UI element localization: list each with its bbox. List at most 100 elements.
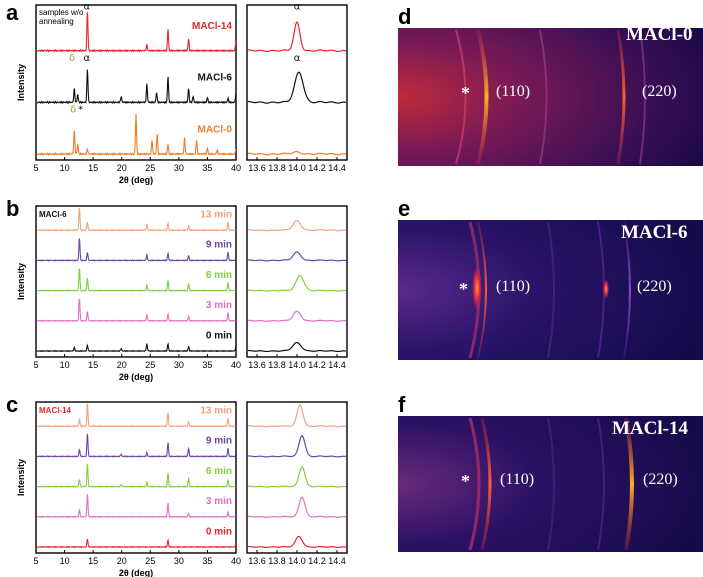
series-line-b-0 <box>36 208 236 232</box>
panel-sample-b: MACl-6 <box>39 210 67 219</box>
x-tick-label-a-5: 30 <box>174 163 184 173</box>
x-axis-label-a: 2θ (deg) <box>119 175 153 185</box>
zoom-tick-label-a-1: 13.8 <box>268 163 286 173</box>
zoom-line-c-3 <box>247 496 347 518</box>
series-line-b-4 <box>36 342 237 353</box>
series-line-c-0 <box>36 403 236 428</box>
series-label-b-0: 13 min <box>200 210 232 221</box>
panel-letter-d: d <box>398 4 411 29</box>
main-plot-frame-a <box>35 4 237 161</box>
giwaxs-label-e: MACl-6 <box>621 222 687 243</box>
x-tick-label-b-4: 25 <box>145 360 155 370</box>
zoom-line-c-0 <box>247 404 347 428</box>
x-tick-label-a-4: 25 <box>145 163 155 173</box>
ring-mid-f <box>597 417 605 551</box>
x-tick-label-b-7: 40 <box>231 360 241 370</box>
x-axis-label-b: 2θ (deg) <box>119 372 153 382</box>
zoom-line-a-1 <box>247 71 347 104</box>
x-tick-label-a-0: 5 <box>33 163 38 173</box>
zoom-line-c-4 <box>247 535 347 549</box>
ring-220-e <box>623 221 631 359</box>
zoom-tick-label-a-0: 13.6 <box>248 163 266 173</box>
zoom-tick-label-b-2: 14.0 <box>288 360 306 370</box>
series-label-a-0: MACl-14 <box>192 21 232 32</box>
zoom-line-b-3 <box>247 310 347 322</box>
ring-star-f <box>468 417 481 551</box>
zoom-tick-label-b-3: 14.2 <box>308 360 326 370</box>
ring-label-220-d: (220) <box>642 83 677 100</box>
series-line-c-3 <box>36 494 236 519</box>
zoom-tick-label-c-0: 13.6 <box>248 556 266 566</box>
ring-110-d <box>476 29 489 165</box>
x-tick-label-c-2: 15 <box>88 556 98 566</box>
x-tick-label-a-6: 35 <box>202 163 212 173</box>
zoom-tick-label-c-2: 14.0 <box>288 556 306 566</box>
star-mark-f: * <box>461 471 470 491</box>
y-axis-label-b: Intensity <box>16 263 26 300</box>
giwaxs-image-d <box>398 28 703 166</box>
y-axis-label-a: Intensity <box>16 64 26 101</box>
series-label-c-0: 13 min <box>200 406 232 417</box>
xrd-panel-b: b 13 min 9 min 6 min 3 min 0 min MACl-6 5 10 15 20… <box>6 196 348 382</box>
series-line-b-3 <box>36 298 236 323</box>
giwaxs-panel-d: d MACl-0 * (110) (220) <box>398 4 703 166</box>
ring-110-f <box>480 417 492 551</box>
giwaxs-panel-f: f MACl-14 * (110) (220) <box>398 392 703 552</box>
ring-label-220-e: (220) <box>637 278 672 295</box>
zoom-tick-label-c-3: 14.2 <box>308 556 326 566</box>
ring-110-e <box>477 221 487 359</box>
series-line-b-2 <box>36 268 236 292</box>
bragg-spot-mid-e <box>603 279 609 299</box>
ring-220-d <box>616 29 626 165</box>
zoom-tick-label-b-0: 13.6 <box>248 360 266 370</box>
series-line-b-1 <box>36 238 236 262</box>
main-plot-frame-c <box>35 401 237 554</box>
panel-letter-a: a <box>6 0 19 25</box>
giwaxs-panel-e: e MACl-6 * (110) (220) <box>398 196 703 360</box>
series-line-a-1 <box>36 69 237 105</box>
series-line-a-0 <box>36 12 237 53</box>
panel-note-line: annealing <box>39 17 74 26</box>
bragg-spot-110-e <box>472 266 482 310</box>
series-line-c-4 <box>36 538 237 549</box>
xrd-panel-c: c 13 min 9 min 6 min 3 min 0 min MACl-14 5 10 15 2… <box>6 392 348 577</box>
series-label-c-4: 0 min <box>206 526 232 537</box>
zoom-tick-label-b-1: 13.8 <box>268 360 286 370</box>
series-line-a-2 <box>36 113 237 156</box>
series-label-b-1: 9 min <box>206 240 232 251</box>
zoom-plot-frame-c <box>246 401 348 554</box>
zoom-tick-label-c-4: 14.4 <box>328 556 346 566</box>
x-tick-label-c-5: 30 <box>174 556 184 566</box>
giwaxs-label-d: MACl-0 <box>626 24 692 45</box>
main-plot-frame-b <box>35 205 237 358</box>
x-tick-label-b-0: 5 <box>33 360 38 370</box>
series-label-a-2: MACl-0 <box>198 124 233 135</box>
zoom-annotation-a-1: α <box>294 53 301 64</box>
peak-annotation-a-3: δ <box>70 105 76 116</box>
panel-note-a: samples w/o annealing <box>39 8 84 26</box>
x-tick-label-a-1: 10 <box>60 163 70 173</box>
ring-outer-d <box>639 29 646 165</box>
x-tick-label-a-3: 20 <box>117 163 127 173</box>
x-tick-label-b-3: 20 <box>117 360 127 370</box>
x-tick-label-b-6: 35 <box>202 360 212 370</box>
peak-annotation-a-1: α <box>84 53 91 64</box>
ring-label-110-f: (110) <box>500 471 534 488</box>
ring-label-220-f: (220) <box>643 471 678 488</box>
series-label-c-1: 9 min <box>206 436 232 447</box>
x-tick-label-c-1: 10 <box>60 556 70 566</box>
x-tick-label-b-2: 15 <box>88 360 98 370</box>
zoom-line-b-4 <box>247 341 347 353</box>
series-label-b-4: 0 min <box>206 330 232 341</box>
star-mark-e: * <box>459 279 468 299</box>
series-label-c-2: 6 min <box>206 466 232 477</box>
zoom-tick-label-b-4: 14.4 <box>328 360 346 370</box>
panel-sample-c: MACl-14 <box>39 406 72 415</box>
series-label-b-3: 3 min <box>206 300 232 311</box>
zoom-line-a-2 <box>247 150 347 156</box>
series-label-a-1: MACl-6 <box>198 73 233 84</box>
zoom-plot-frame-b <box>246 205 348 358</box>
panel-letter-f: f <box>398 392 406 417</box>
star-mark-d: * <box>461 83 470 103</box>
zoom-line-b-1 <box>247 251 347 262</box>
